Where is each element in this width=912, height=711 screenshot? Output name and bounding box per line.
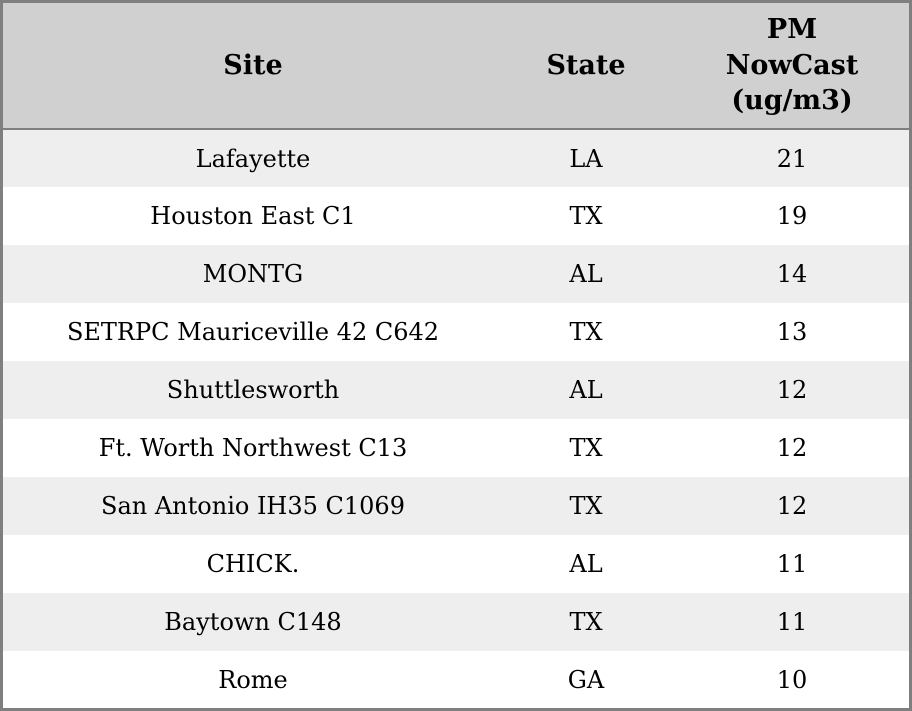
table-row: Ft. Worth Northwest C13 TX 12	[3, 419, 909, 477]
value-cell: 19	[776, 202, 808, 230]
value-cell: 11	[776, 550, 808, 578]
site-cell: San Antonio IH35 C1069	[101, 492, 405, 520]
state-cell: TX	[569, 434, 603, 462]
state-cell: TX	[569, 492, 603, 520]
table-row: Lafayette LA 21	[3, 129, 909, 187]
column-header-pm-nowcast: PM NowCast (ug/m3)	[669, 3, 909, 130]
site-cell: Houston East C1	[150, 202, 356, 230]
value-cell: 12	[776, 434, 808, 462]
table-row: SETRPC Mauriceville 42 C642 TX 13	[3, 303, 909, 361]
table-body: Lafayette LA 21 Houston East C1 TX 19 MO…	[3, 129, 909, 708]
state-cell: TX	[569, 202, 603, 230]
value-cell: 21	[776, 144, 808, 173]
header-row: Site State PM NowCast (ug/m3)	[3, 3, 909, 130]
table-row: CHICK. AL 11	[3, 535, 909, 593]
table-row: Shuttlesworth AL 12	[3, 361, 909, 419]
table-row: Houston East C1 TX 19	[3, 187, 909, 245]
pm-nowcast-table: Site State PM NowCast (ug/m3) Lafayette …	[3, 3, 909, 708]
site-cell: MONTG	[202, 260, 304, 288]
state-cell: LA	[569, 144, 603, 173]
table-row: San Antonio IH35 C1069 TX 12	[3, 477, 909, 535]
value-cell: 11	[776, 608, 808, 636]
value-cell: 10	[776, 666, 808, 694]
site-cell: Rome	[218, 666, 288, 694]
state-cell: TX	[569, 318, 603, 346]
table-row: MONTG AL 14	[3, 245, 909, 303]
value-cell: 12	[776, 376, 808, 404]
column-header-site: Site	[3, 3, 503, 130]
table-row: Rome GA 10	[3, 651, 909, 708]
table-row: Baytown C148 TX 11	[3, 593, 909, 651]
site-cell: Baytown C148	[164, 608, 342, 636]
site-cell: Lafayette	[195, 144, 311, 173]
state-cell: GA	[567, 666, 605, 694]
state-cell: AL	[569, 550, 603, 578]
value-cell: 12	[776, 492, 808, 520]
site-cell: Shuttlesworth	[166, 376, 340, 404]
state-cell: TX	[569, 608, 603, 636]
state-cell: AL	[569, 260, 603, 288]
value-cell: 14	[776, 260, 808, 288]
column-header-state: State	[503, 3, 669, 130]
value-cell: 13	[776, 318, 808, 346]
site-cell: CHICK.	[206, 550, 300, 578]
site-cell: SETRPC Mauriceville 42 C642	[66, 318, 440, 346]
site-cell: Ft. Worth Northwest C13	[98, 434, 408, 462]
state-cell: AL	[569, 376, 603, 404]
table-header: Site State PM NowCast (ug/m3)	[3, 3, 909, 130]
